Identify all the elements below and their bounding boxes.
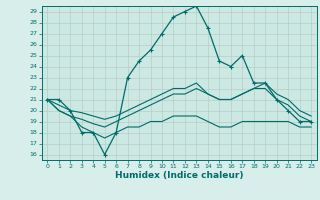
X-axis label: Humidex (Indice chaleur): Humidex (Indice chaleur) bbox=[115, 171, 244, 180]
